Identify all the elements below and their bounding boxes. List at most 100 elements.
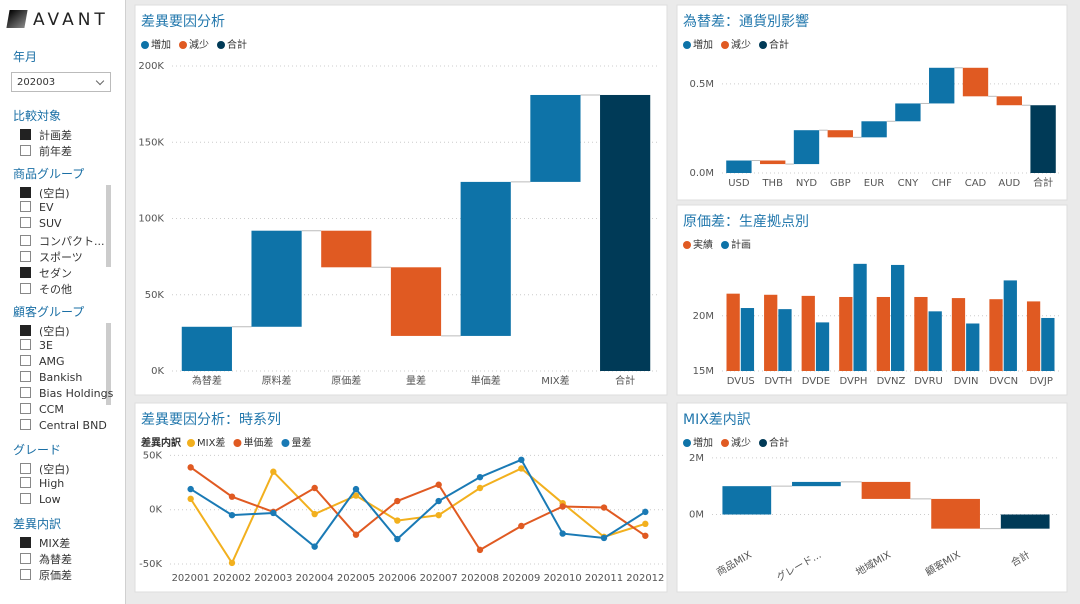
point — [311, 510, 318, 518]
checkbox[interactable] — [20, 145, 31, 156]
checkbox[interactable] — [20, 251, 31, 262]
slicer-item[interactable]: 原価差 — [20, 567, 72, 583]
slicer-item[interactable]: Bankish — [20, 371, 82, 384]
x-tick-label: MIX差 — [541, 374, 569, 387]
checkbox[interactable] — [20, 339, 31, 350]
point — [559, 530, 566, 537]
slicer-item[interactable]: その他 — [20, 281, 72, 297]
bar — [962, 67, 989, 97]
bar — [928, 311, 942, 371]
item-label: Low — [39, 493, 61, 506]
checkbox[interactable] — [20, 493, 31, 504]
slicer-item[interactable]: コンパクト... — [20, 233, 105, 249]
x-tick-label: 合計 — [1033, 176, 1053, 189]
checkbox[interactable] — [20, 217, 31, 228]
point — [228, 559, 236, 567]
legend-label: MIX差 — [197, 436, 225, 449]
slicer-item[interactable]: Central BND — [20, 419, 107, 432]
legend-label: 減少 — [731, 436, 751, 449]
y-tick-label: 2M — [689, 453, 704, 464]
point — [394, 517, 401, 524]
x-tick-label: 202011 — [585, 573, 623, 584]
bar — [861, 481, 911, 499]
slicer-item[interactable]: MIX差 — [20, 535, 70, 551]
item-label: Bankish — [39, 371, 83, 384]
checkbox[interactable] — [20, 371, 31, 382]
slicer-item[interactable]: Low — [20, 493, 61, 506]
y-tick-label: 0M — [689, 510, 704, 521]
slicer-item[interactable]: SUV — [20, 217, 62, 230]
item-label: Central BND — [39, 419, 107, 432]
checkbox[interactable] — [20, 553, 31, 564]
slicer-item[interactable]: 為替差 — [20, 551, 72, 567]
item-label: セダン — [39, 267, 72, 280]
x-tick-label: CNY — [898, 178, 919, 189]
item-label: (空白) — [39, 325, 70, 338]
bar — [929, 67, 955, 104]
slicer-item[interactable]: AMG — [20, 355, 65, 368]
checkbox[interactable] — [20, 387, 31, 398]
item-label: 原価差 — [39, 569, 72, 582]
x-tick-label: 202001 — [172, 573, 210, 584]
bar — [1026, 301, 1041, 371]
x-tick-label: DVTH — [764, 376, 792, 387]
legend-marker — [281, 439, 290, 447]
item-label: SUV — [39, 217, 62, 230]
checkbox[interactable] — [20, 355, 31, 366]
y-tick-label: 100K — [138, 214, 164, 225]
bar — [760, 160, 786, 165]
bar — [793, 130, 820, 165]
legend-marker — [187, 439, 195, 447]
y-tick-label: 200K — [138, 61, 164, 72]
slicer-item[interactable]: (空白) — [20, 323, 70, 339]
slicer-item[interactable]: 3E — [20, 339, 53, 352]
legend-marker — [217, 41, 225, 49]
slicer-item[interactable]: High — [20, 477, 64, 490]
legend-label: 実績 — [693, 238, 713, 251]
checkbox[interactable] — [20, 201, 31, 212]
x-tick-label: 202006 — [378, 573, 416, 584]
x-tick-label: NYD — [796, 178, 818, 189]
bar — [726, 160, 752, 173]
bar — [989, 299, 1003, 371]
checkbox[interactable] — [20, 569, 31, 580]
x-tick-label: 単価差 — [471, 374, 501, 387]
checkbox[interactable] — [20, 129, 31, 140]
slicer-item[interactable]: (空白) — [20, 461, 70, 477]
point — [394, 535, 401, 543]
checkbox[interactable] — [20, 419, 31, 430]
item-label: Bias Holdings — [39, 387, 114, 400]
checkbox[interactable] — [20, 187, 31, 198]
checkbox[interactable] — [20, 283, 31, 294]
bar — [792, 481, 841, 487]
x-tick-label: DVRU — [914, 376, 943, 387]
item-label: その他 — [39, 283, 72, 296]
x-tick-label: 為替差 — [192, 374, 222, 387]
chart-title: 差異要因分析 — [141, 14, 225, 30]
checkbox[interactable] — [20, 463, 31, 474]
chart-title: 為替差：通貨別影響 — [683, 13, 809, 30]
slicer-item[interactable]: 計画差 — [20, 127, 72, 143]
checkbox[interactable] — [20, 325, 31, 336]
slicer-item[interactable]: スポーツ — [20, 249, 83, 265]
x-tick-label: DVJP — [1030, 376, 1053, 387]
slicer-item[interactable]: セダン — [20, 265, 72, 281]
checkbox[interactable] — [20, 403, 31, 414]
date-dropdown[interactable]: 202003 — [11, 72, 111, 92]
checkbox[interactable] — [20, 235, 31, 246]
logo-text: AVANT — [33, 10, 109, 30]
checkbox[interactable] — [20, 537, 31, 548]
point — [600, 534, 608, 542]
legend-label: 合計 — [769, 38, 789, 51]
item-label: CCM — [39, 403, 64, 416]
slicer-item[interactable]: 前年差 — [20, 143, 72, 159]
slicer-item[interactable]: EV — [20, 201, 53, 214]
slicer-item[interactable]: (空白) — [20, 185, 70, 201]
chart-title: MIX差内訳 — [683, 412, 751, 428]
y-tick-label: 0.0M — [689, 168, 714, 179]
checkbox[interactable] — [20, 477, 31, 488]
item-label: 3E — [39, 339, 53, 352]
slicer-item[interactable]: CCM — [20, 403, 64, 416]
slicer-item[interactable]: Bias Holdings — [20, 387, 113, 400]
checkbox[interactable] — [20, 267, 31, 278]
